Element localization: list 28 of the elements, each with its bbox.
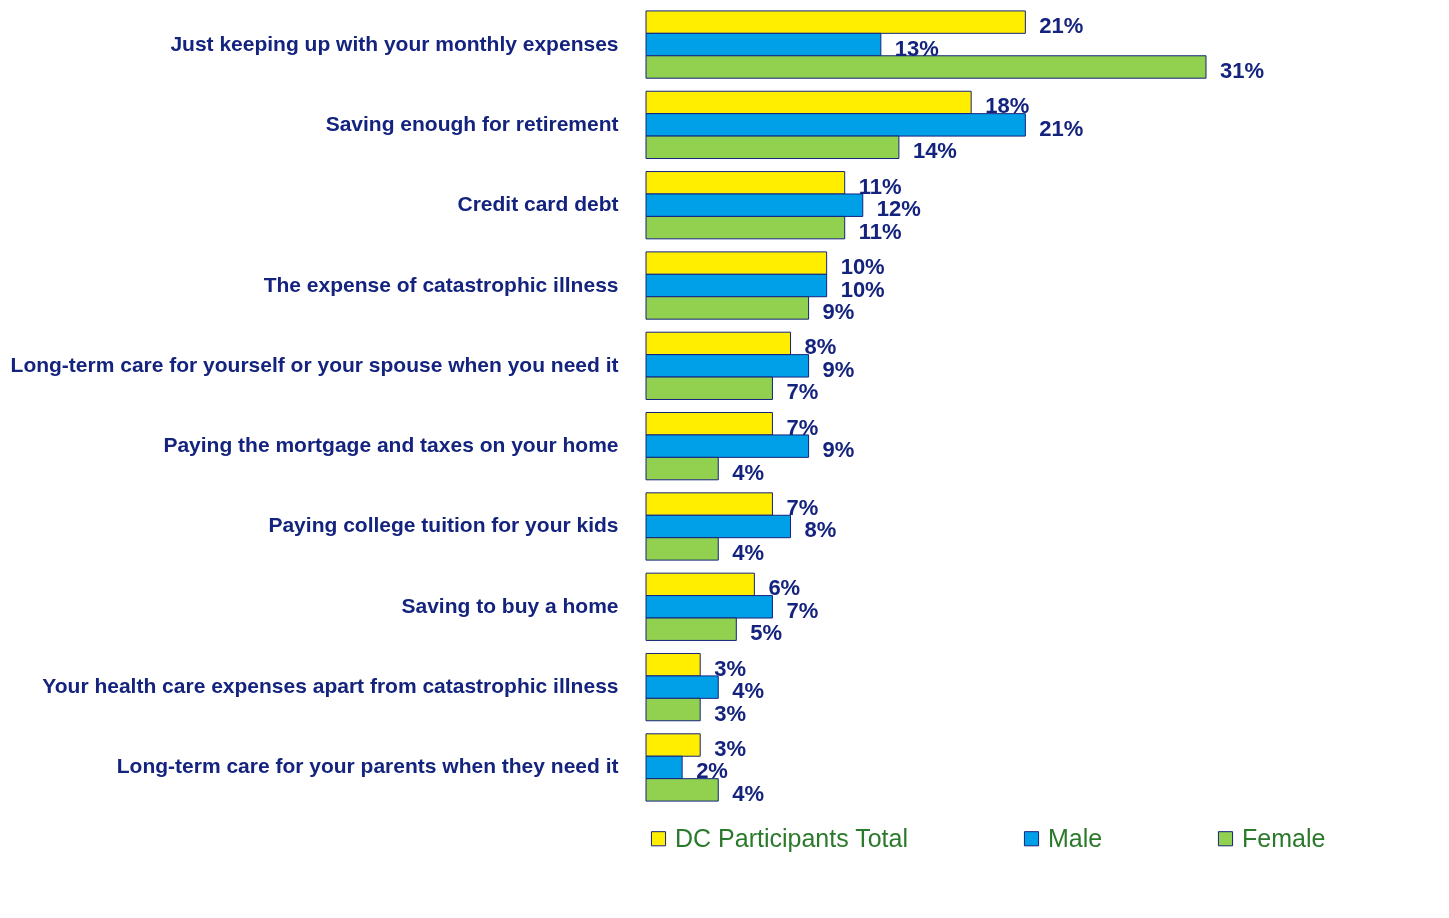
data-label: 21% — [1039, 13, 1084, 39]
data-label: 14% — [912, 138, 957, 164]
data-label: 7% — [786, 379, 819, 405]
y-tick-label: Just keeping up with your monthly expenses — [170, 31, 619, 55]
data-label: 4% — [732, 539, 765, 565]
data-label: 11% — [858, 173, 902, 199]
y-tick-label: Credit card debt — [457, 192, 619, 216]
data-label: 13% — [894, 35, 939, 61]
y-tick-label: Paying the mortgage and taxes on your home — [163, 433, 619, 457]
data-label: 18% — [985, 93, 1030, 119]
legend-label: Male — [1048, 823, 1103, 852]
data-label: 21% — [1039, 115, 1084, 141]
data-label: 4% — [732, 780, 765, 806]
data-label: 3% — [714, 655, 746, 681]
data-label: 4% — [732, 459, 765, 485]
legend-label: DC Participants Total — [675, 823, 908, 852]
y-tick-label: Long-term care for yourself or your spouse when you need it — [10, 352, 619, 376]
y-tick-label: Paying college tuition for your kids — [268, 513, 619, 537]
legend-label: Female — [1242, 823, 1326, 852]
y-tick-label: Your health care expenses apart from catastrophic illness — [42, 674, 619, 698]
y-tick-label: Saving enough for retirement — [325, 111, 619, 135]
y-tick-label: Long-term care for your parents when they need it — [116, 754, 619, 778]
data-label: 9% — [822, 437, 855, 463]
data-label: 7% — [786, 414, 819, 440]
data-label: 31% — [1220, 57, 1265, 83]
y-tick-label: Saving to buy a home — [401, 593, 619, 617]
y-tick-label: The expense of catastrophic illness — [263, 272, 619, 296]
data-label: 5% — [750, 620, 783, 646]
